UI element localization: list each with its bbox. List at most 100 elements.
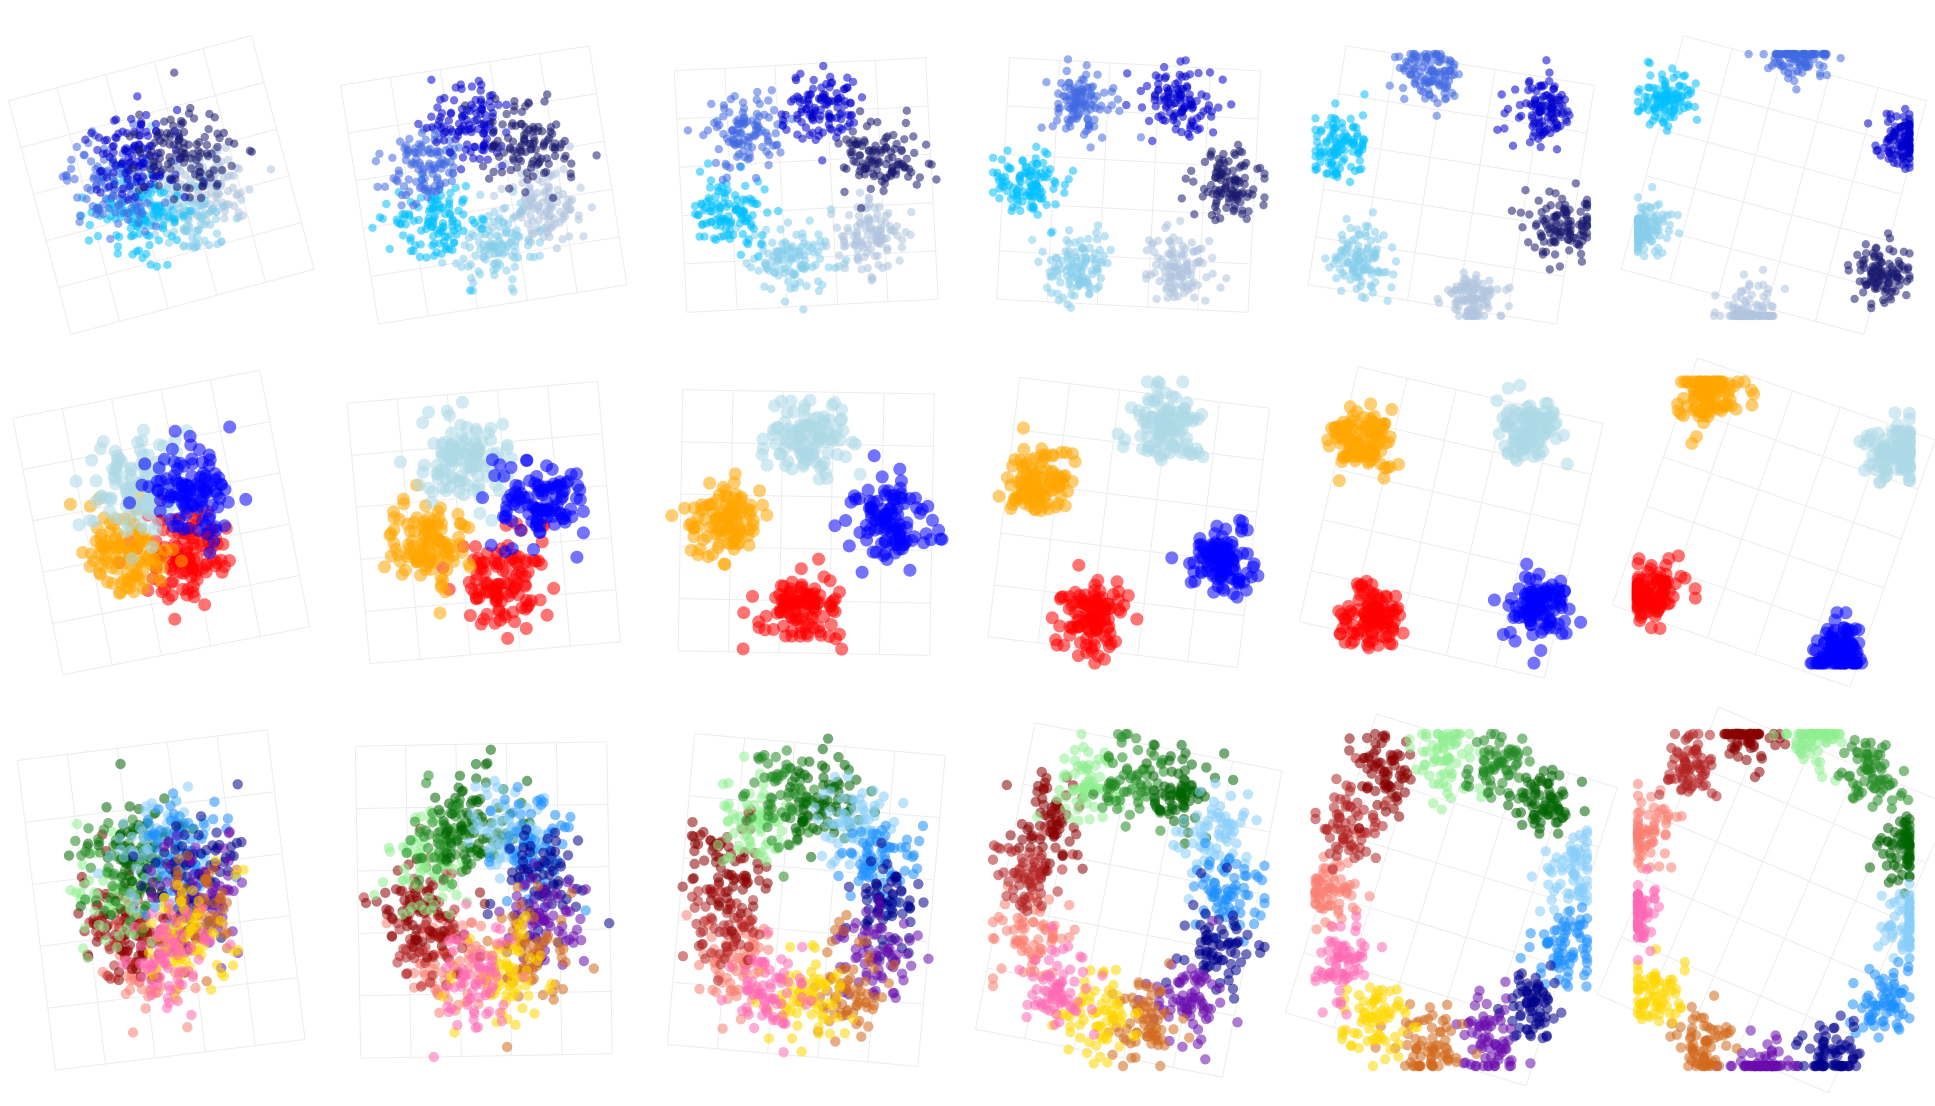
scatter-point — [94, 133, 104, 142]
scatter-point — [784, 277, 793, 286]
scatter-point — [215, 478, 229, 492]
scatter-point — [840, 187, 849, 197]
scatter-point — [1709, 311, 1719, 321]
scatter-point — [758, 231, 767, 240]
scatter-point — [387, 511, 401, 525]
scatter-point — [1103, 258, 1112, 268]
scatter-point — [435, 578, 449, 592]
scatter-point — [1092, 264, 1101, 273]
scatter-point — [1123, 69, 1132, 78]
scatter-point — [1466, 293, 1475, 302]
scatter-point — [1475, 303, 1485, 312]
scatter-point — [1237, 161, 1246, 170]
grid-line — [7, 100, 72, 335]
scatter-point — [86, 157, 96, 166]
scatter-point — [98, 541, 112, 555]
scatter-point — [1076, 236, 1085, 245]
scatter-point — [1028, 235, 1037, 244]
scatter-point — [1205, 68, 1215, 77]
scatter-point — [510, 262, 519, 272]
grid-line — [56, 87, 121, 322]
scatter-point — [1338, 157, 1347, 166]
scatter-point — [718, 175, 727, 184]
scatter-point — [1190, 210, 1199, 219]
scatter-point — [1345, 177, 1355, 187]
scatter-point — [380, 182, 390, 191]
scatter-point — [489, 167, 498, 177]
scatter-point — [444, 116, 453, 125]
grid-line — [378, 284, 627, 325]
scatter-point — [1493, 125, 1502, 134]
scatter-point — [171, 174, 180, 184]
scatter-point — [1253, 164, 1262, 174]
scatter-point — [230, 139, 239, 148]
scatter-point — [864, 215, 873, 224]
scatter-point — [881, 143, 891, 152]
scatter-point — [1659, 119, 1669, 128]
scatter-point — [1400, 66, 1409, 75]
scatter-point — [1352, 123, 1361, 132]
scatter-point — [223, 155, 233, 165]
scatter-point — [1050, 176, 1059, 186]
scatter-point — [539, 480, 553, 494]
scatter-point — [128, 151, 137, 160]
grid-line — [12, 369, 260, 419]
scatter-point — [1077, 266, 1086, 276]
scatter-point — [501, 631, 515, 645]
scatter-point — [774, 206, 783, 216]
scatter-point — [683, 126, 693, 135]
scatter-point — [771, 129, 780, 138]
scatter-point — [1711, 291, 1720, 300]
scatter-point — [458, 153, 468, 162]
scatter-point — [533, 188, 542, 198]
scatter-point — [1424, 50, 1434, 59]
scatter-point — [1200, 157, 1210, 167]
scatter-point — [1680, 103, 1689, 113]
scatter-point — [1178, 106, 1187, 115]
scatter-point — [843, 73, 852, 82]
scatter-point — [502, 266, 511, 275]
scatter-point — [877, 177, 887, 186]
scatter-point — [72, 142, 82, 152]
scatter-point — [266, 165, 276, 174]
scatter-point — [228, 183, 238, 192]
scatter-point — [429, 232, 438, 241]
scatter-point — [1163, 220, 1172, 230]
scatter-point — [123, 496, 136, 510]
scatter-point — [520, 454, 534, 467]
scatter-point — [1853, 250, 1862, 260]
scatter-point — [399, 182, 409, 191]
scatter-point — [203, 509, 217, 523]
scatter-point — [90, 172, 99, 181]
scatter-point — [442, 409, 456, 422]
scatter-point — [912, 180, 921, 189]
scatter-point — [1003, 162, 1012, 171]
scatter-point — [873, 155, 882, 165]
scatter-point — [1871, 244, 1880, 253]
scatter-point — [735, 162, 745, 171]
scatter-point — [103, 504, 117, 518]
scatter-point — [213, 142, 222, 152]
scatter-point — [1575, 241, 1584, 250]
scatter-point — [1664, 226, 1674, 236]
scatter-point — [212, 193, 221, 202]
scatter-point — [1142, 246, 1152, 255]
scatter-point — [769, 141, 778, 150]
scatter-point — [1882, 109, 1891, 119]
scatter-point — [454, 119, 464, 128]
scatter-point — [388, 153, 397, 162]
scatter-point — [417, 458, 431, 472]
scatter-point — [151, 484, 165, 498]
scatter-point — [1152, 294, 1161, 304]
scatter-point — [435, 449, 449, 463]
scatter-point — [824, 263, 833, 272]
scatter-point — [93, 206, 103, 215]
scatter-point — [1739, 270, 1749, 279]
scatter-point — [1146, 270, 1155, 279]
scatter-point — [87, 128, 96, 138]
scatter-point — [881, 160, 891, 169]
scatter-point — [1046, 165, 1055, 174]
scatter-point — [1792, 85, 1801, 94]
scatter-point — [1582, 195, 1592, 204]
scatter-point — [238, 211, 248, 220]
